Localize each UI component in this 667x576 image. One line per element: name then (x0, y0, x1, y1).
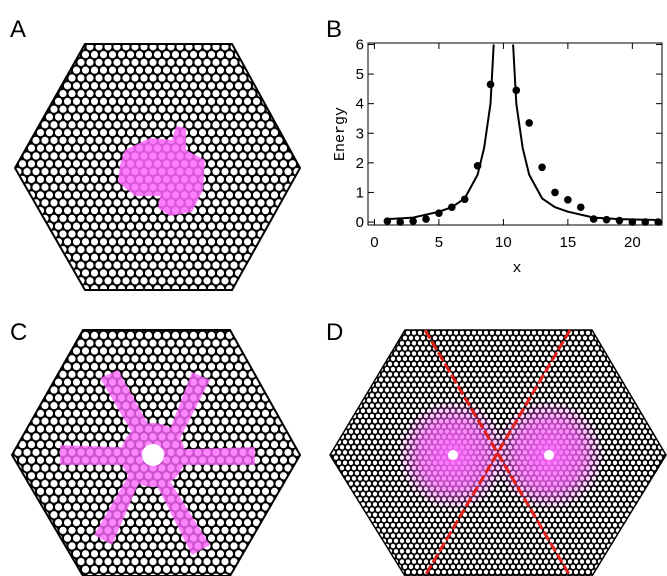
x-tick-label: 10 (495, 234, 512, 251)
x-tick-label: 20 (624, 234, 641, 251)
y-tick-label: 3 (356, 125, 364, 142)
panel-d (330, 330, 666, 576)
data-point (525, 119, 533, 127)
data-point (577, 203, 585, 211)
x-tick-label: 5 (435, 234, 443, 251)
panel-label: D (326, 319, 343, 346)
data-point (616, 217, 624, 225)
panel-label: A (10, 16, 26, 43)
data-point (422, 215, 430, 223)
y-axis-label: Energy (332, 107, 349, 161)
figure: A B C D x Energy 0 5 10 15 20 0 1 2 3 4 5 6 (0, 0, 667, 576)
x-tick-label: 0 (370, 234, 378, 251)
vacancy (142, 444, 164, 466)
panel-label: C (10, 319, 27, 346)
data-point (538, 163, 546, 171)
y-tick-label: 5 (356, 66, 364, 83)
data-point (551, 189, 559, 197)
y-tick-label: 4 (356, 96, 364, 113)
y-tick-label: 1 (356, 184, 364, 201)
vacancy (448, 450, 458, 460)
panel-c (12, 330, 300, 576)
panel-b: x Energy 0 5 10 15 20 0 1 2 3 4 5 6 (332, 36, 662, 277)
vacancy (544, 450, 554, 460)
data-point (564, 196, 572, 204)
y-tick-label: 2 (356, 155, 364, 172)
y-tick-label: 0 (356, 214, 364, 231)
panel-label: B (326, 16, 342, 43)
panel-a (15, 44, 300, 290)
x-tick-label: 15 (560, 234, 577, 251)
data-point (603, 216, 611, 224)
x-axis-label: x (512, 260, 521, 277)
curve (387, 45, 658, 221)
y-tick-label: 6 (356, 36, 364, 53)
